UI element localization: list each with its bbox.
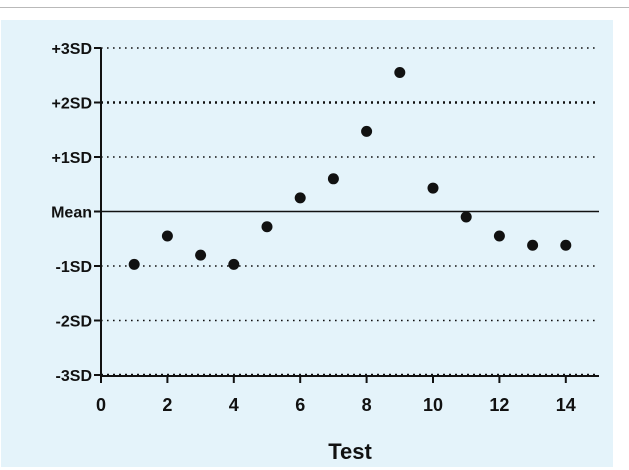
y-tick-label: +1SD	[52, 150, 92, 167]
data-point-3	[195, 249, 207, 261]
data-point-4	[228, 258, 240, 270]
data-point-7	[327, 173, 339, 185]
y-tick-label: Mean	[51, 205, 92, 222]
y-tick-label: +2SD	[52, 96, 92, 113]
y-tick-label: +3SD	[52, 41, 92, 58]
data-point-12	[493, 230, 505, 242]
x-tick-label: 12	[489, 395, 509, 415]
x-tick-label: 0	[96, 395, 106, 415]
chart-background	[1, 20, 613, 467]
data-point-2	[161, 230, 173, 242]
data-point-10	[427, 182, 439, 194]
data-point-9	[394, 67, 406, 79]
x-tick-label: 6	[295, 395, 305, 415]
y-tick-label: -3SD	[56, 368, 92, 385]
x-tick-label: 8	[362, 395, 372, 415]
data-point-14	[560, 239, 572, 251]
data-point-5	[261, 221, 273, 233]
x-tick-label: 4	[229, 395, 239, 415]
x-tick-label: 14	[556, 395, 576, 415]
x-tick-label: 10	[423, 395, 443, 415]
x-tick-label: 2	[162, 395, 172, 415]
data-point-8	[361, 125, 373, 137]
top-divider	[0, 7, 629, 8]
y-tick-label: -1SD	[56, 259, 92, 276]
data-point-11	[460, 211, 472, 223]
data-point-1	[128, 258, 140, 270]
data-point-13	[527, 239, 539, 251]
x-axis-title: Test	[328, 439, 372, 464]
data-point-6	[294, 192, 306, 204]
y-tick-label: -2SD	[56, 314, 92, 331]
